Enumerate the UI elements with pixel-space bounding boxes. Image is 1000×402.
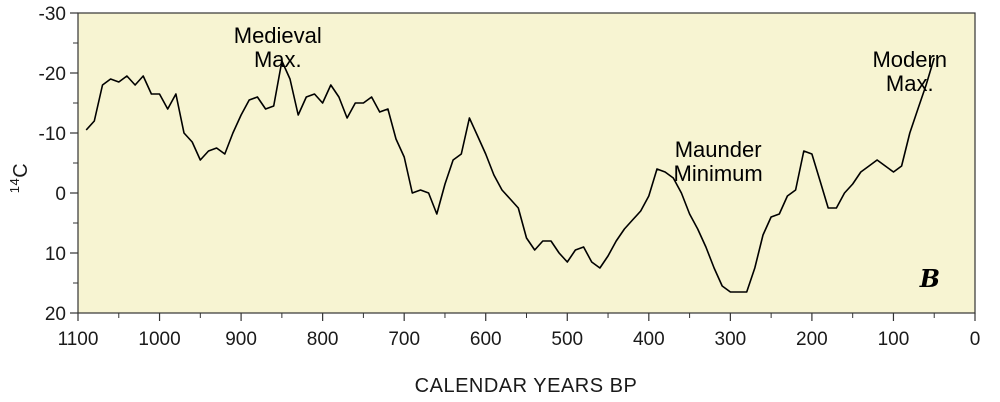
y-tick-label--30: -30 xyxy=(39,4,66,25)
x-tick-label-300: 300 xyxy=(715,329,747,350)
y-tick-label-20: 20 xyxy=(45,304,66,325)
x-tick-label-200: 200 xyxy=(796,329,828,350)
annotation-maunder: Maunder Minimum xyxy=(674,137,763,186)
y-axis-title-base: C xyxy=(10,163,32,178)
axis-ticks xyxy=(70,12,976,321)
annotation-line: Maunder xyxy=(675,137,762,162)
x-tick-label-700: 700 xyxy=(388,329,420,350)
y-axis-title-superscript: 14 xyxy=(7,178,22,193)
y-tick-label-0: 0 xyxy=(55,184,66,205)
x-axis-title: CALENDAR YEARS BP xyxy=(415,375,638,397)
annotation-line: Modern xyxy=(872,47,947,72)
annotation-line: Minimum xyxy=(674,161,763,186)
x-tick-label-600: 600 xyxy=(470,329,502,350)
x-tick-label-1100: 1100 xyxy=(58,329,99,350)
x-tick-label-100: 100 xyxy=(878,329,910,350)
y-tick-label--10: -10 xyxy=(39,124,66,145)
annotation-medieval: Medieval Max. xyxy=(234,23,322,72)
x-tick-label-0: 0 xyxy=(970,329,981,350)
annotation-line: Max. xyxy=(886,71,934,96)
x-tick-label-1000: 1000 xyxy=(138,329,180,350)
y-axis-title: 14C xyxy=(7,163,32,193)
y-tick-label-10: 10 xyxy=(45,244,66,265)
plot-background xyxy=(77,12,976,314)
series-line-c14 xyxy=(85,57,935,293)
svg-text:14C: 14C xyxy=(7,163,32,193)
x-tick-label-800: 800 xyxy=(307,329,339,350)
tick-labels: 1100 1000 900 800 700 600 500 400 300 200 100 0-30-… xyxy=(39,4,981,350)
panel-label: B xyxy=(919,264,940,293)
y-tick-label--20: -20 xyxy=(39,64,66,85)
annotation-line: Max. xyxy=(254,47,302,72)
annotation-modern: Modern Max. xyxy=(872,47,947,96)
x-tick-label-400: 400 xyxy=(633,329,665,350)
x-tick-label-900: 900 xyxy=(225,329,257,350)
annotation-line: Medieval xyxy=(234,23,322,48)
x-tick-label-500: 500 xyxy=(551,329,583,350)
